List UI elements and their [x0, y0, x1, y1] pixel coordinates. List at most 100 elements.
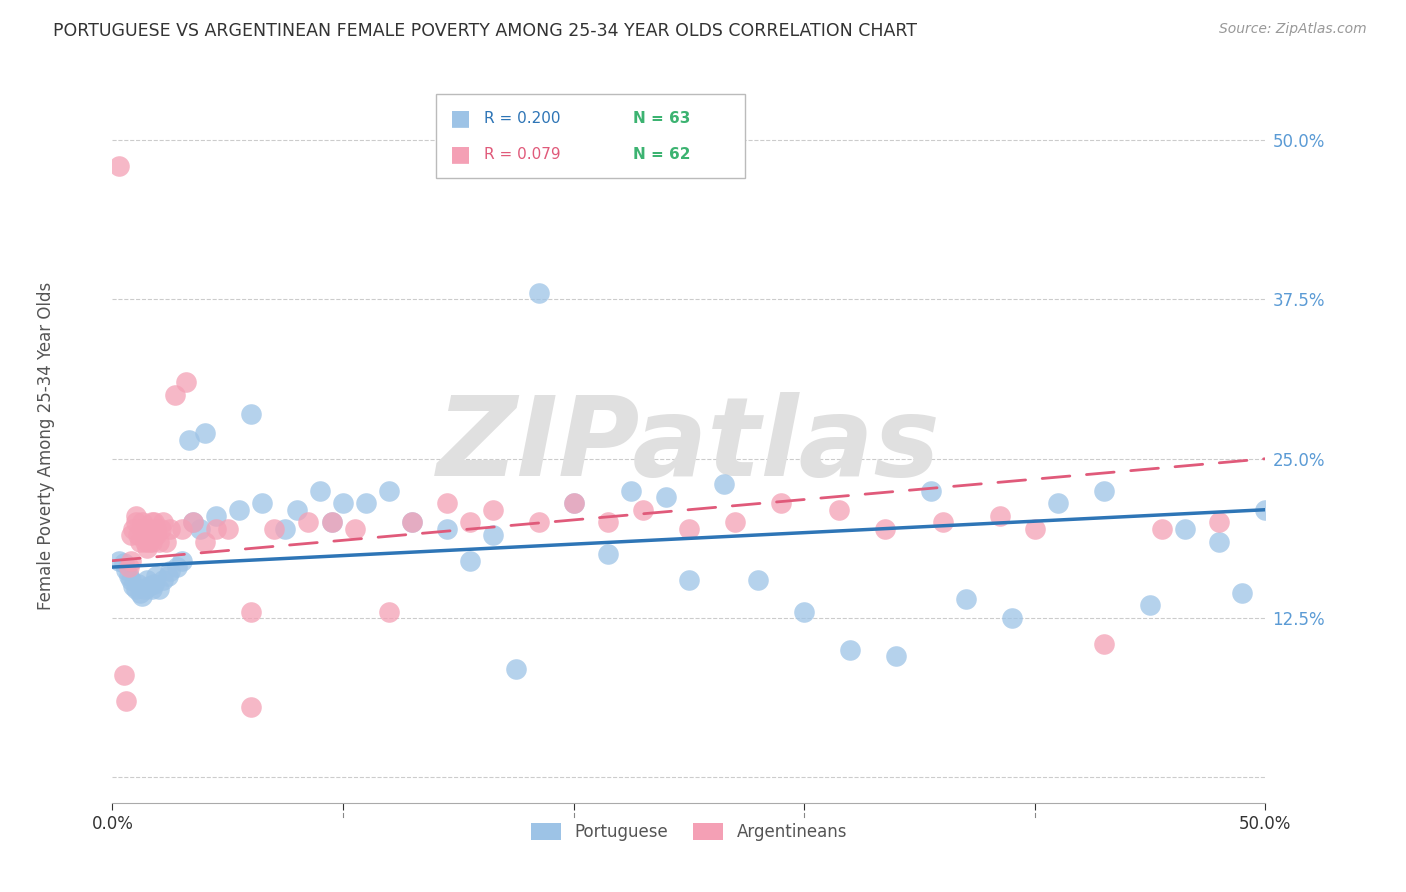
Point — [143, 576, 166, 591]
Point — [793, 605, 815, 619]
Point — [138, 522, 160, 536]
Point — [163, 388, 186, 402]
Point — [155, 534, 177, 549]
Point — [129, 585, 152, 599]
Point — [136, 541, 159, 555]
Point — [131, 516, 153, 530]
Point — [127, 528, 149, 542]
Text: Female Poverty Among 25-34 Year Olds: Female Poverty Among 25-34 Year Olds — [37, 282, 55, 610]
Point — [354, 496, 377, 510]
Point — [713, 477, 735, 491]
Point — [145, 569, 167, 583]
Point — [149, 522, 172, 536]
Point — [131, 522, 153, 536]
Point — [129, 534, 152, 549]
Point — [321, 516, 343, 530]
Point — [873, 522, 896, 536]
Point — [988, 509, 1011, 524]
Legend: Portuguese, Argentineans: Portuguese, Argentineans — [524, 816, 853, 848]
Point — [562, 496, 585, 510]
Point — [505, 662, 527, 676]
Point — [156, 569, 179, 583]
Point — [458, 516, 481, 530]
Point — [482, 502, 505, 516]
Point — [920, 483, 942, 498]
Point — [239, 605, 262, 619]
Point — [598, 547, 620, 561]
Text: N = 62: N = 62 — [633, 147, 690, 161]
Point — [136, 522, 159, 536]
Point — [343, 522, 366, 536]
Point — [724, 516, 747, 530]
Point — [1208, 516, 1230, 530]
Point — [401, 516, 423, 530]
Point — [115, 563, 138, 577]
Point — [321, 516, 343, 530]
Point — [120, 573, 142, 587]
Point — [1232, 585, 1254, 599]
Point — [145, 528, 167, 542]
Point — [527, 286, 550, 301]
Point — [1150, 522, 1173, 536]
Point — [378, 483, 401, 498]
Point — [120, 528, 142, 542]
Point — [181, 516, 204, 530]
Point — [134, 582, 156, 596]
Point — [141, 534, 163, 549]
Point — [747, 573, 769, 587]
Point — [205, 522, 228, 536]
Point — [401, 516, 423, 530]
Point — [297, 516, 319, 530]
Point — [134, 534, 156, 549]
Point — [138, 579, 160, 593]
Point — [482, 528, 505, 542]
Point — [378, 605, 401, 619]
Point — [127, 576, 149, 591]
Point — [678, 522, 700, 536]
Point — [115, 694, 138, 708]
Point — [159, 564, 181, 578]
Point — [188, 522, 211, 536]
Text: R = 0.079: R = 0.079 — [484, 147, 560, 161]
Point — [631, 502, 654, 516]
Point — [527, 516, 550, 530]
Point — [1208, 534, 1230, 549]
Point — [770, 496, 793, 510]
Point — [205, 509, 228, 524]
Point — [145, 522, 167, 536]
Point — [166, 560, 188, 574]
Point — [1024, 522, 1046, 536]
Point — [112, 668, 135, 682]
Point — [120, 554, 142, 568]
Point — [1046, 496, 1069, 510]
Point — [931, 516, 953, 530]
Point — [148, 534, 170, 549]
Point — [181, 516, 204, 530]
Point — [252, 496, 274, 510]
Point — [458, 554, 481, 568]
Point — [1001, 611, 1024, 625]
Point — [1139, 599, 1161, 613]
Point — [274, 522, 297, 536]
Point — [598, 516, 620, 530]
Point — [152, 573, 174, 587]
Point — [263, 522, 285, 536]
Text: ■: ■ — [450, 109, 471, 128]
Point — [112, 556, 135, 570]
Text: N = 63: N = 63 — [633, 112, 690, 126]
Point — [239, 407, 262, 421]
Text: R = 0.200: R = 0.200 — [484, 112, 560, 126]
Point — [159, 522, 181, 536]
Point — [117, 569, 139, 583]
Point — [131, 590, 153, 604]
Point — [124, 516, 146, 530]
Point — [170, 554, 193, 568]
Point — [217, 522, 239, 536]
Point — [828, 502, 851, 516]
Point — [239, 700, 262, 714]
Point — [886, 649, 908, 664]
Point — [117, 560, 139, 574]
Point — [141, 582, 163, 596]
Point — [620, 483, 643, 498]
Point — [174, 376, 197, 390]
